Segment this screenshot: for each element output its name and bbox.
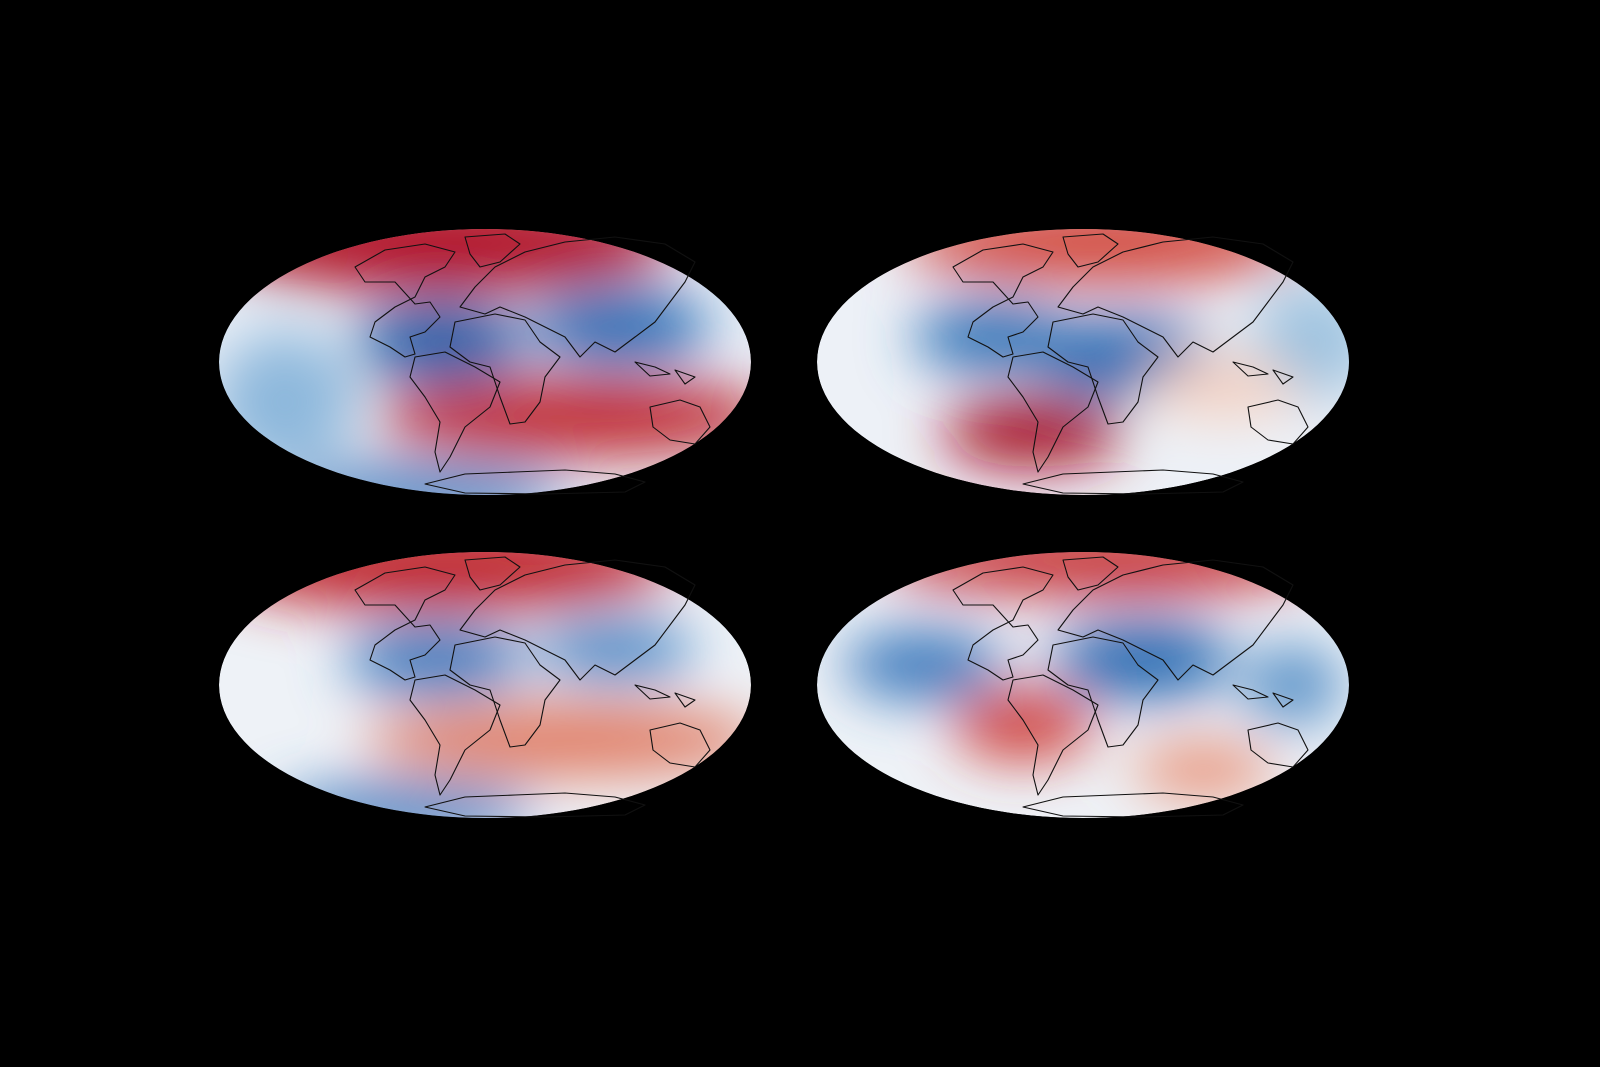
map-panel [219,229,751,495]
map-panel [817,552,1349,818]
map-panel [219,552,751,818]
map-panel [817,229,1349,495]
